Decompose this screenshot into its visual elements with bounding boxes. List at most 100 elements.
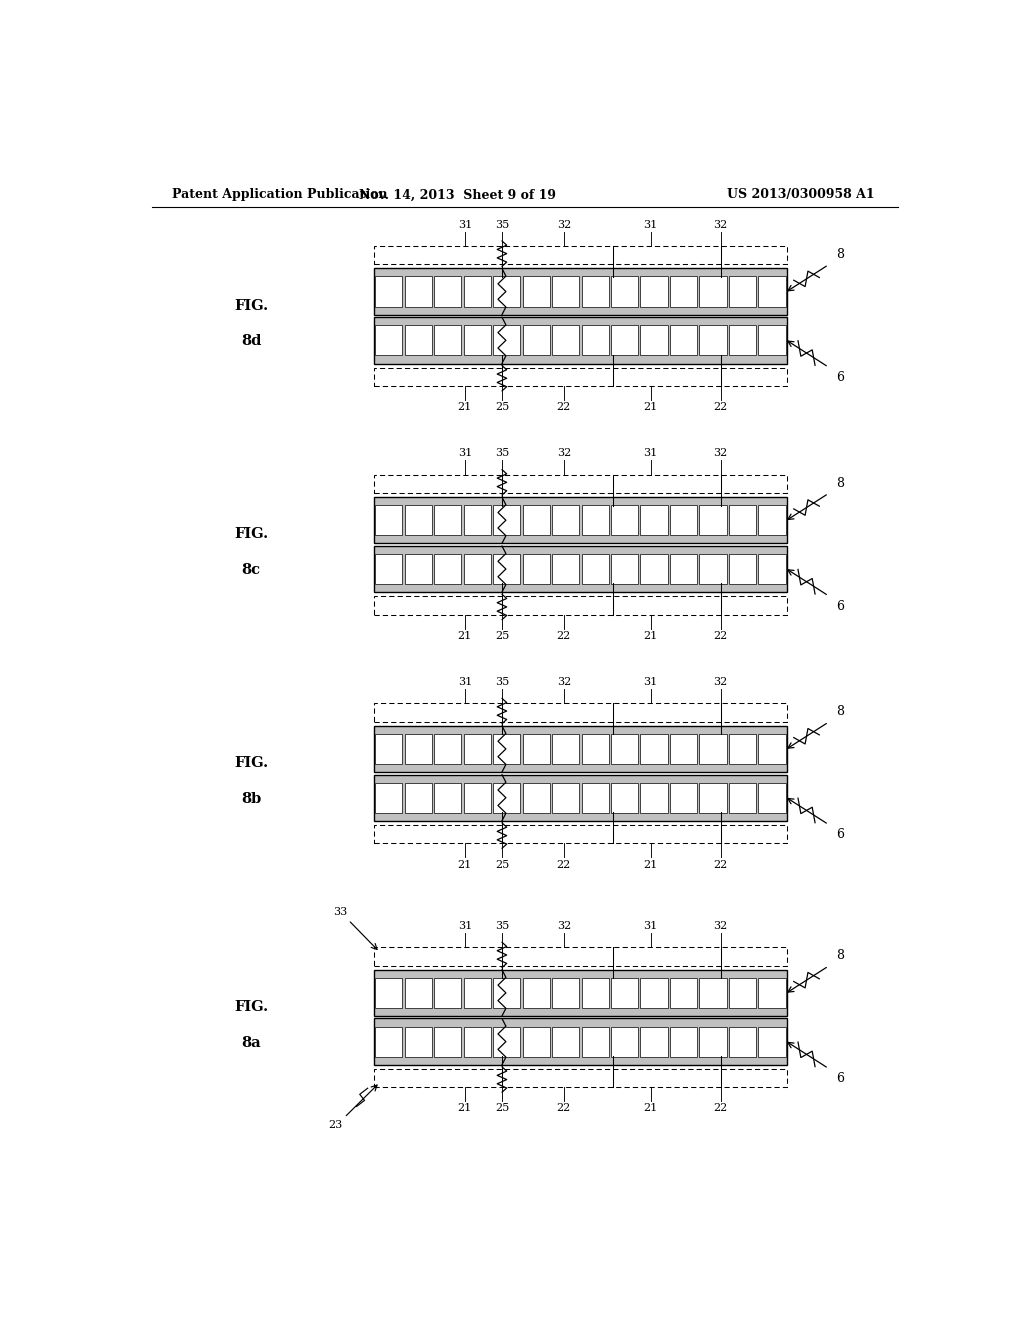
Bar — [494, 734, 520, 764]
Bar — [374, 970, 786, 1016]
Text: 35: 35 — [495, 219, 509, 230]
Bar — [404, 1027, 432, 1057]
Text: 32: 32 — [714, 677, 728, 688]
Text: 21: 21 — [458, 631, 472, 640]
Bar — [464, 978, 490, 1008]
Bar — [374, 775, 786, 821]
Text: 22: 22 — [714, 631, 728, 640]
Bar — [611, 783, 638, 813]
Bar — [759, 506, 785, 536]
Bar — [494, 1027, 520, 1057]
Bar — [522, 1027, 550, 1057]
Bar — [464, 554, 490, 583]
Bar — [374, 704, 786, 722]
Text: 22: 22 — [557, 1104, 571, 1114]
Bar — [699, 734, 727, 764]
Bar — [375, 1027, 402, 1057]
Bar — [759, 734, 785, 764]
Text: 35: 35 — [495, 921, 509, 931]
Bar — [434, 325, 461, 355]
Text: 8: 8 — [836, 949, 844, 962]
Text: 31: 31 — [458, 449, 472, 458]
Bar — [759, 783, 785, 813]
Text: 31: 31 — [643, 219, 657, 230]
Text: 33: 33 — [333, 907, 347, 917]
Bar — [759, 325, 785, 355]
Bar — [522, 554, 550, 583]
Text: 22: 22 — [557, 631, 571, 640]
Bar — [640, 734, 668, 764]
Bar — [729, 734, 756, 764]
Text: FIG.: FIG. — [233, 528, 268, 541]
Bar — [699, 1027, 727, 1057]
Bar — [494, 276, 520, 306]
Text: 32: 32 — [557, 677, 571, 688]
Bar — [522, 506, 550, 536]
Bar — [640, 978, 668, 1008]
Bar — [640, 783, 668, 813]
Bar — [552, 734, 580, 764]
Bar — [582, 978, 608, 1008]
Bar — [670, 276, 697, 306]
Bar — [464, 325, 490, 355]
Text: 35: 35 — [495, 677, 509, 688]
Bar — [729, 554, 756, 583]
Bar — [374, 546, 786, 593]
Bar — [434, 783, 461, 813]
Text: 31: 31 — [643, 677, 657, 688]
Bar — [374, 367, 786, 385]
Bar — [434, 978, 461, 1008]
Text: 21: 21 — [643, 859, 657, 870]
Bar — [670, 978, 697, 1008]
Bar — [640, 325, 668, 355]
Bar — [522, 978, 550, 1008]
Text: FIG.: FIG. — [233, 1001, 268, 1014]
Text: Patent Application Publication: Patent Application Publication — [172, 189, 387, 202]
Text: 32: 32 — [557, 219, 571, 230]
Bar — [552, 554, 580, 583]
Bar — [375, 554, 402, 583]
Text: 31: 31 — [458, 219, 472, 230]
Bar — [670, 1027, 697, 1057]
Text: 6: 6 — [836, 828, 844, 841]
Bar — [374, 597, 786, 615]
Text: 35: 35 — [495, 449, 509, 458]
Bar — [699, 783, 727, 813]
Bar — [611, 554, 638, 583]
Text: 6: 6 — [836, 1072, 844, 1085]
Bar — [374, 1019, 786, 1065]
Bar — [404, 978, 432, 1008]
Bar — [640, 554, 668, 583]
Bar — [582, 325, 608, 355]
Bar — [729, 978, 756, 1008]
Text: 25: 25 — [495, 859, 509, 870]
Bar — [464, 1027, 490, 1057]
Bar — [374, 317, 786, 363]
Bar — [374, 246, 786, 264]
Bar — [464, 734, 490, 764]
Bar — [759, 1027, 785, 1057]
Bar — [729, 783, 756, 813]
Bar — [374, 268, 786, 314]
Text: 8d: 8d — [241, 334, 261, 348]
Text: 8a: 8a — [242, 1036, 261, 1049]
Bar — [729, 1027, 756, 1057]
Bar — [552, 276, 580, 306]
Bar — [729, 506, 756, 536]
Text: 8b: 8b — [241, 792, 261, 805]
Bar — [582, 734, 608, 764]
Bar — [404, 276, 432, 306]
Text: 8: 8 — [836, 477, 844, 490]
Bar — [640, 276, 668, 306]
Text: 22: 22 — [714, 1104, 728, 1114]
Bar — [374, 498, 786, 544]
Text: 32: 32 — [714, 219, 728, 230]
Bar — [522, 276, 550, 306]
Text: 22: 22 — [714, 403, 728, 412]
Bar — [375, 276, 402, 306]
Bar — [670, 734, 697, 764]
Text: 31: 31 — [458, 921, 472, 931]
Bar — [375, 734, 402, 764]
Bar — [494, 506, 520, 536]
Text: 22: 22 — [557, 859, 571, 870]
